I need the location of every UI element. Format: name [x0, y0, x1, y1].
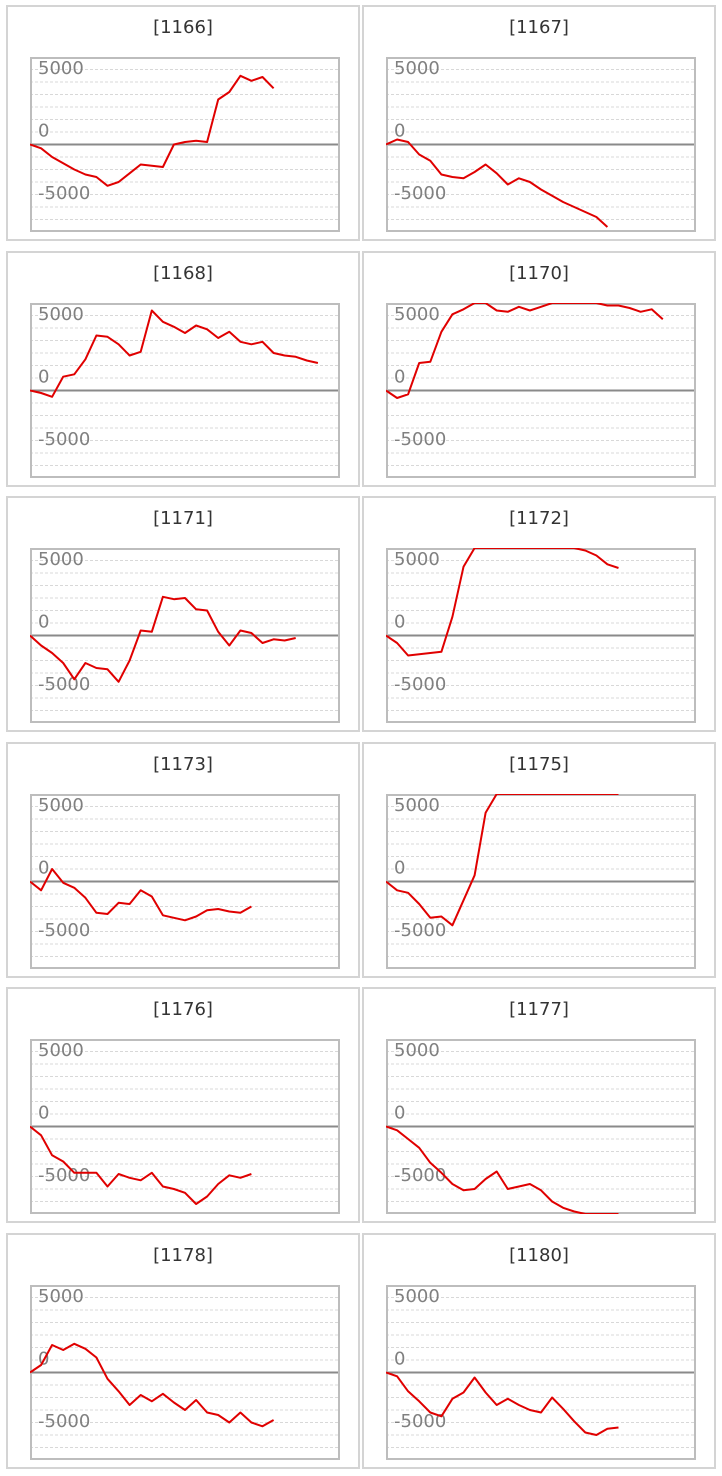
- series-line: [30, 74, 275, 187]
- y-tick-label: 5000: [38, 58, 84, 79]
- chart-title: [1166]: [153, 17, 213, 38]
- y-tick-label: 5000: [38, 1286, 84, 1307]
- line-chart: 5000 0 -5000: [30, 57, 340, 232]
- chart-panel: [1175] 5000 0 -5000: [362, 741, 716, 978]
- y-tick-label: -5000: [394, 1165, 446, 1186]
- chart-title: [1167]: [509, 17, 569, 38]
- chart-panel: [1171] 5000 0 -5000: [6, 496, 360, 732]
- y-tick-label: -5000: [38, 1411, 90, 1432]
- series-line: [386, 138, 609, 228]
- y-tick-label: 0: [38, 612, 49, 633]
- line-chart: 5000 0 -5000: [386, 548, 696, 723]
- chart-panel: [1168] 5000 0 -5000: [6, 250, 360, 487]
- y-tick-label: 0: [394, 857, 405, 878]
- line-chart: 5000 0 -5000: [386, 302, 696, 478]
- y-tick-label: 0: [394, 1348, 405, 1369]
- chart-panel: [1176] 5000 0 -5000: [6, 987, 360, 1223]
- chart-panel: [1167] 5000 0 -5000: [362, 5, 716, 241]
- series-line: [386, 1371, 619, 1436]
- y-tick-label: 0: [394, 1103, 405, 1124]
- line-chart: 5000 0 -5000: [30, 793, 340, 969]
- y-tick-label: -5000: [38, 429, 90, 450]
- chart-panel: [1177] 5000 0 -5000: [362, 987, 716, 1223]
- chart-panel: [1180] 5000 0 -5000: [362, 1232, 716, 1469]
- series-line: [386, 1125, 619, 1214]
- series-line: [30, 867, 252, 921]
- y-tick-label: 0: [394, 612, 405, 633]
- chart-title: [1173]: [153, 753, 213, 775]
- series-line: [30, 1342, 275, 1427]
- chart-panel: [1170] 5000 0 -5000: [362, 250, 716, 487]
- y-tick-label: -5000: [394, 1411, 446, 1432]
- y-tick-label: 0: [394, 366, 405, 387]
- chart-title: [1175]: [509, 753, 569, 775]
- line-chart: 5000 0 -5000: [386, 1039, 696, 1214]
- y-tick-label: 5000: [394, 304, 440, 325]
- chart-panel: [1178] 5000 0 -5000: [6, 1232, 360, 1469]
- y-tick-label: -5000: [394, 920, 446, 941]
- y-tick-label: -5000: [38, 183, 90, 204]
- series-line: [386, 793, 619, 926]
- y-tick-label: 0: [394, 121, 405, 142]
- y-tick-label: 5000: [38, 795, 84, 816]
- line-chart: 5000 0 -5000: [386, 1284, 696, 1460]
- y-tick-label: -5000: [394, 183, 446, 204]
- series-line: [30, 309, 319, 398]
- y-tick-label: 0: [38, 366, 49, 387]
- series-line: [386, 302, 664, 399]
- y-tick-label: -5000: [394, 429, 446, 450]
- line-chart: 5000 0 -5000: [30, 302, 340, 478]
- line-chart: 5000 0 -5000: [386, 793, 696, 969]
- y-tick-label: -5000: [38, 1165, 90, 1186]
- chart-panel: [1172] 5000 0 -5000: [362, 496, 716, 732]
- y-tick-label: 0: [38, 1103, 49, 1124]
- line-chart: 5000 0 -5000: [30, 1039, 340, 1214]
- chart-title: [1177]: [509, 999, 569, 1020]
- y-tick-label: 5000: [394, 795, 440, 816]
- y-tick-label: 0: [38, 857, 49, 878]
- y-tick-label: 5000: [394, 1286, 440, 1307]
- chart-title: [1172]: [509, 508, 569, 529]
- chart-title: [1180]: [509, 1244, 569, 1266]
- chart-panel: [1173] 5000 0 -5000: [6, 741, 360, 978]
- y-tick-label: 5000: [38, 1040, 84, 1061]
- series-line: [30, 595, 296, 683]
- y-tick-label: 5000: [394, 1040, 440, 1061]
- y-tick-label: 5000: [394, 58, 440, 79]
- y-tick-label: 5000: [394, 549, 440, 570]
- y-tick-label: -5000: [38, 920, 90, 941]
- chart-title: [1168]: [153, 262, 213, 284]
- chart-title: [1178]: [153, 1244, 213, 1266]
- y-tick-label: -5000: [38, 674, 90, 695]
- chart-panel: [1166] 5000 0 -5000: [6, 5, 360, 241]
- chart-title: [1171]: [153, 508, 213, 529]
- series-line: [386, 548, 619, 657]
- series-line: [30, 1125, 252, 1205]
- line-chart: 5000 0 -5000: [386, 57, 696, 232]
- y-tick-label: 5000: [38, 549, 84, 570]
- chart-title: [1170]: [509, 262, 569, 284]
- y-tick-label: 5000: [38, 304, 84, 325]
- line-chart: 5000 0 -5000: [30, 548, 340, 723]
- y-tick-label: -5000: [394, 674, 446, 695]
- chart-title: [1176]: [153, 999, 213, 1020]
- y-tick-label: 0: [38, 121, 49, 142]
